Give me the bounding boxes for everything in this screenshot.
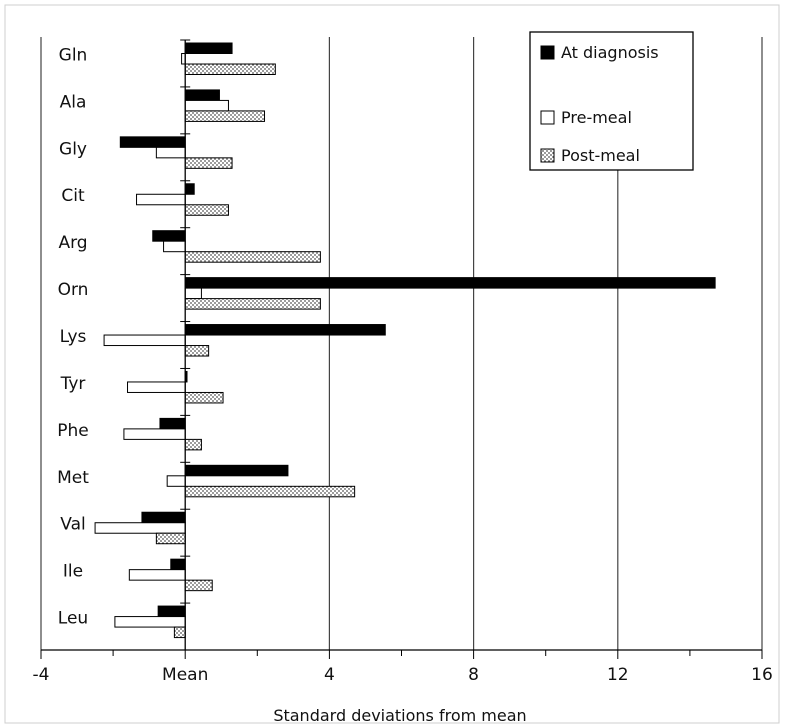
category-label-arg: Arg	[58, 233, 87, 253]
bar-gln-post-meal	[184, 63, 276, 75]
bar-ala-at-diagnosis	[184, 89, 220, 101]
bar-met-post-meal	[184, 485, 356, 498]
legend-label-post-meal: Post-meal	[561, 146, 640, 165]
bar-tyr-post-meal	[184, 391, 224, 404]
bar-cit-at-diagnosis	[184, 183, 195, 195]
bars	[94, 42, 716, 639]
bar-gln-at-diagnosis	[184, 42, 233, 54]
bar-gly-pre-meal	[155, 146, 186, 159]
bar-orn-at-diagnosis	[184, 277, 716, 289]
bar-gly-post-meal	[184, 157, 233, 169]
category-label-tyr: Tyr	[60, 374, 86, 394]
x-tick-label-8: 8	[468, 665, 479, 685]
bar-lys-post-meal	[184, 345, 210, 357]
legend-swatch-at-diagnosis	[540, 45, 555, 60]
category-label-ala: Ala	[60, 92, 87, 112]
bar-gly-at-diagnosis	[119, 136, 186, 148]
bar-leu-post-meal	[173, 626, 186, 639]
bar-met-at-diagnosis	[184, 464, 289, 477]
bar-met-pre-meal	[166, 475, 186, 487]
x-tick-labels: -4 Mean 4 8 12 16	[33, 665, 773, 685]
bar-phe-at-diagnosis	[159, 417, 186, 430]
bar-ile-pre-meal	[128, 569, 186, 581]
x-tick-label-4: 4	[324, 665, 335, 685]
bar-cit-post-meal	[184, 204, 229, 216]
category-label-phe: Phe	[57, 421, 89, 441]
bar-ala-post-meal	[184, 110, 266, 122]
category-label-val: Val	[60, 515, 85, 535]
bar-arg-at-diagnosis	[152, 230, 186, 242]
category-labels: Gln Ala Gly Cit Arg Orn Lys Tyr Phe Met Val Ile Leu	[57, 45, 89, 628]
category-label-gln: Gln	[59, 45, 88, 65]
bar-cit-pre-meal	[136, 193, 186, 206]
legend-swatch-pre-meal	[540, 110, 555, 125]
category-label-met: Met	[57, 468, 89, 488]
legend: At diagnosis Pre-meal Post-meal	[529, 31, 694, 171]
bar-tyr-pre-meal	[127, 381, 186, 393]
bar-ala-pre-meal	[184, 99, 229, 112]
bar-orn-post-meal	[184, 298, 321, 310]
bar-orn-pre-meal	[184, 287, 202, 300]
axes	[40, 39, 763, 659]
category-label-leu: Leu	[58, 609, 88, 629]
category-label-cit: Cit	[61, 186, 85, 206]
category-label-gly: Gly	[59, 139, 87, 159]
bar-arg-pre-meal	[163, 240, 186, 253]
bar-lys-pre-meal	[103, 334, 186, 347]
category-label-ile: Ile	[63, 562, 83, 582]
category-label-lys: Lys	[60, 327, 87, 347]
x-tick-label-4: -4	[33, 665, 50, 685]
bar-lys-at-diagnosis	[184, 324, 386, 336]
bar-ile-at-diagnosis	[170, 558, 186, 571]
bar-val-at-diagnosis	[141, 511, 186, 524]
x-tick-label-mean: Mean	[162, 665, 208, 685]
bar-leu-pre-meal	[114, 616, 186, 628]
x-axis-title: Standard deviations from mean	[273, 706, 526, 725]
bar-phe-pre-meal	[123, 428, 186, 440]
legend-label-at-diagnosis: At diagnosis	[561, 43, 659, 62]
legend-box	[529, 31, 694, 171]
bar-phe-post-meal	[184, 438, 202, 451]
x-tick-label-12: 12	[607, 665, 629, 685]
category-label-orn: Orn	[58, 280, 89, 300]
x-tick-label-16: 16	[751, 665, 773, 685]
legend-swatch-post-meal	[540, 148, 555, 163]
bar-leu-at-diagnosis	[157, 605, 186, 618]
bar-arg-post-meal	[184, 251, 321, 263]
bar-val-post-meal	[155, 532, 186, 545]
bar-val-pre-meal	[94, 522, 186, 534]
bar-ile-post-meal	[184, 579, 213, 592]
gridlines	[40, 37, 763, 650]
legend-label-pre-meal: Pre-meal	[561, 108, 632, 127]
